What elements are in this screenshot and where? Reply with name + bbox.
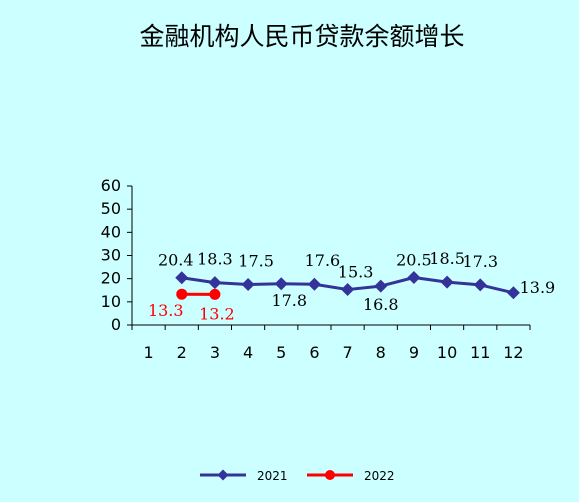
legend: 2021 2022 xyxy=(200,469,395,483)
legend-marker-2022 xyxy=(325,470,335,480)
y-tick-label: 20 xyxy=(101,269,121,288)
data-point-2021 xyxy=(274,277,288,291)
y-tick-label: 50 xyxy=(101,199,121,218)
data-point-2021 xyxy=(407,271,421,285)
y-tick-label: 30 xyxy=(101,246,121,265)
x-tick-label: 4 xyxy=(243,343,253,362)
data-label-2021: 17.5 xyxy=(238,251,274,270)
x-tick-label: 12 xyxy=(503,343,523,362)
data-label-2021: 15.3 xyxy=(338,263,374,282)
data-label-2021: 13.9 xyxy=(520,278,556,297)
data-label-2021: 20.4 xyxy=(158,251,194,270)
data-point-2021 xyxy=(473,278,487,292)
series-layer xyxy=(175,271,520,300)
data-point-2021 xyxy=(307,277,321,291)
data-point-2021 xyxy=(241,277,255,291)
data-labels: 20.4 18.3 17.5 17.8 17.615.3 16.8 20.518.517.3… xyxy=(148,249,555,323)
x-tick-label: 8 xyxy=(376,343,386,362)
legend-label-2021: 2021 xyxy=(257,469,288,483)
x-tick-label: 10 xyxy=(437,343,457,362)
x-tick-label: 6 xyxy=(309,343,319,362)
data-label-2021: 17.3 xyxy=(462,252,498,271)
data-point-2021 xyxy=(175,271,189,285)
data-label-2021: 17.8 xyxy=(271,291,307,310)
data-point-2021 xyxy=(440,275,454,289)
data-point-2021 xyxy=(506,286,520,300)
data-label-2021: 16.8 xyxy=(363,295,399,314)
data-point-2022 xyxy=(176,288,188,300)
data-label-2021: 20.5 xyxy=(396,251,432,270)
chart-title: 金融机构人民币贷款余额增长 xyxy=(139,22,464,51)
y-tick-label: 0 xyxy=(111,315,121,334)
x-tick-label: 2 xyxy=(177,343,187,362)
data-label-2021: 18.5 xyxy=(429,249,465,268)
x-tick-label: 7 xyxy=(342,343,352,362)
legend-marker-2021 xyxy=(217,469,229,481)
data-label-2021: 18.3 xyxy=(197,250,233,269)
y-tick-label: 10 xyxy=(101,292,121,311)
x-tick-label: 9 xyxy=(409,343,419,362)
x-tick-label: 11 xyxy=(470,343,490,362)
data-point-2022 xyxy=(209,288,221,300)
x-tick-label: 5 xyxy=(276,343,286,362)
data-point-2021 xyxy=(341,283,355,297)
legend-label-2022: 2022 xyxy=(364,469,395,483)
x-tick-label: 3 xyxy=(210,343,220,362)
data-label-2021: 17.6 xyxy=(305,251,341,270)
data-label-2022: 13.2 xyxy=(199,304,235,323)
y-tick-label: 40 xyxy=(101,222,121,241)
data-point-2021 xyxy=(374,279,388,293)
data-point-2021 xyxy=(208,276,222,290)
x-tick-label: 1 xyxy=(143,343,153,362)
data-label-2022: 13.3 xyxy=(148,301,184,320)
y-tick-label: 60 xyxy=(101,176,121,195)
